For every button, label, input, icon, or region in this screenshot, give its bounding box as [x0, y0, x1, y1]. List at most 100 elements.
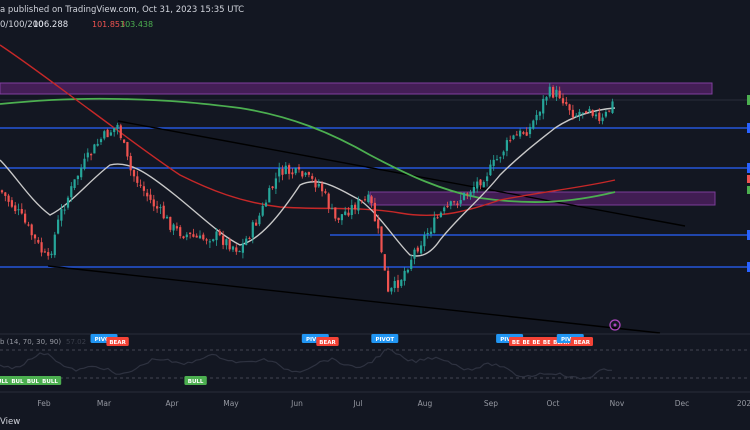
candle-body — [495, 159, 499, 161]
candle-body — [604, 111, 607, 117]
candle-body — [175, 226, 178, 229]
candle-body — [47, 252, 50, 256]
ma-legend-label: 0/100/200 — [0, 20, 44, 30]
candle-body — [509, 140, 512, 142]
candle-body — [225, 239, 228, 246]
candle-body — [43, 251, 46, 253]
candle-body — [294, 168, 297, 174]
candle-body — [195, 235, 198, 238]
candle-body — [512, 135, 515, 140]
candle-body — [245, 238, 248, 245]
candle-body — [367, 194, 370, 203]
candle-body — [40, 242, 43, 253]
candle-body — [27, 224, 30, 226]
candle-body — [182, 236, 185, 239]
candles-layer — [0, 83, 614, 295]
x-tick-label: Sep — [484, 399, 498, 408]
candle-body — [103, 131, 106, 139]
marker-bear: BEAR — [106, 337, 129, 346]
candle-body — [80, 167, 83, 178]
candle-body — [24, 213, 27, 223]
candle-body — [179, 227, 182, 237]
marker-box — [106, 337, 129, 346]
candle-body — [350, 205, 353, 216]
candle-body — [14, 205, 17, 212]
candle-body — [278, 167, 281, 177]
crosshair-icon[interactable] — [609, 319, 621, 331]
candle-body — [156, 206, 159, 209]
candle-body — [129, 155, 132, 171]
candle-body — [439, 212, 442, 217]
candle-body — [476, 181, 479, 189]
candle-body — [113, 127, 116, 133]
candle-body — [297, 167, 301, 170]
candle-body — [90, 154, 93, 156]
candle-body — [337, 217, 340, 220]
price-tag — [747, 163, 750, 173]
publish-info: a published on TradingView.com, Oct 31, … — [0, 5, 244, 15]
x-tick-label: Apr — [166, 399, 180, 408]
candle-body — [202, 234, 205, 240]
candle-body — [57, 219, 60, 234]
candle-body — [63, 209, 66, 211]
x-tick-label: Feb — [37, 399, 51, 408]
candle-body — [123, 139, 126, 143]
candle-body — [519, 130, 522, 137]
candle-body — [469, 191, 472, 196]
candle-body — [60, 209, 63, 221]
candle-body — [528, 127, 532, 135]
marker-label: BULL — [0, 379, 9, 385]
candle-body — [189, 232, 192, 235]
candle-body — [37, 239, 40, 243]
candle-body — [251, 222, 254, 238]
candle-body — [30, 224, 33, 236]
candle-body — [324, 191, 327, 193]
marker-box — [570, 337, 593, 346]
candle-body — [99, 139, 103, 143]
candle-body — [222, 235, 225, 245]
candle-body — [53, 234, 56, 256]
candle-body — [149, 194, 152, 200]
candle-body — [86, 152, 89, 158]
candle-body — [489, 164, 492, 176]
candle-body — [228, 239, 231, 250]
candle-body — [66, 197, 70, 208]
candle-body — [70, 186, 73, 198]
candle-body — [456, 203, 459, 206]
candle-body — [185, 234, 188, 238]
oscillator-value: 57.02 — [66, 338, 86, 346]
candle-body — [212, 239, 215, 241]
candle-body — [396, 280, 400, 288]
candle-body — [288, 165, 291, 174]
marker-box — [38, 376, 62, 385]
candle-body — [466, 193, 469, 195]
candle-body — [192, 234, 195, 237]
marker-bear: BEAR — [570, 337, 593, 346]
mid-zone — [369, 191, 716, 206]
candle-body — [73, 179, 76, 188]
ma-fast-line — [0, 107, 616, 257]
candle-body — [462, 192, 466, 200]
candle-body — [443, 207, 446, 212]
candle-body — [598, 112, 601, 121]
candle-body — [330, 208, 334, 210]
x-tick-label: Nov — [610, 399, 625, 408]
marker-label: PIVOT — [561, 337, 580, 343]
candle-body — [571, 109, 574, 118]
candle-body — [390, 287, 393, 292]
candle-body — [235, 247, 238, 252]
candle-body — [284, 165, 287, 175]
candle-body — [548, 86, 551, 97]
ma-slow-line — [0, 97, 616, 203]
candle-body — [499, 157, 502, 159]
candle-body — [420, 245, 423, 254]
candle-body — [588, 108, 591, 112]
candle-body — [538, 111, 541, 116]
candle-body — [116, 124, 119, 129]
candle-body — [426, 232, 429, 235]
candle-body — [446, 205, 449, 208]
candle-body — [601, 117, 604, 122]
candle-body — [291, 172, 294, 175]
candle-body — [433, 217, 436, 233]
